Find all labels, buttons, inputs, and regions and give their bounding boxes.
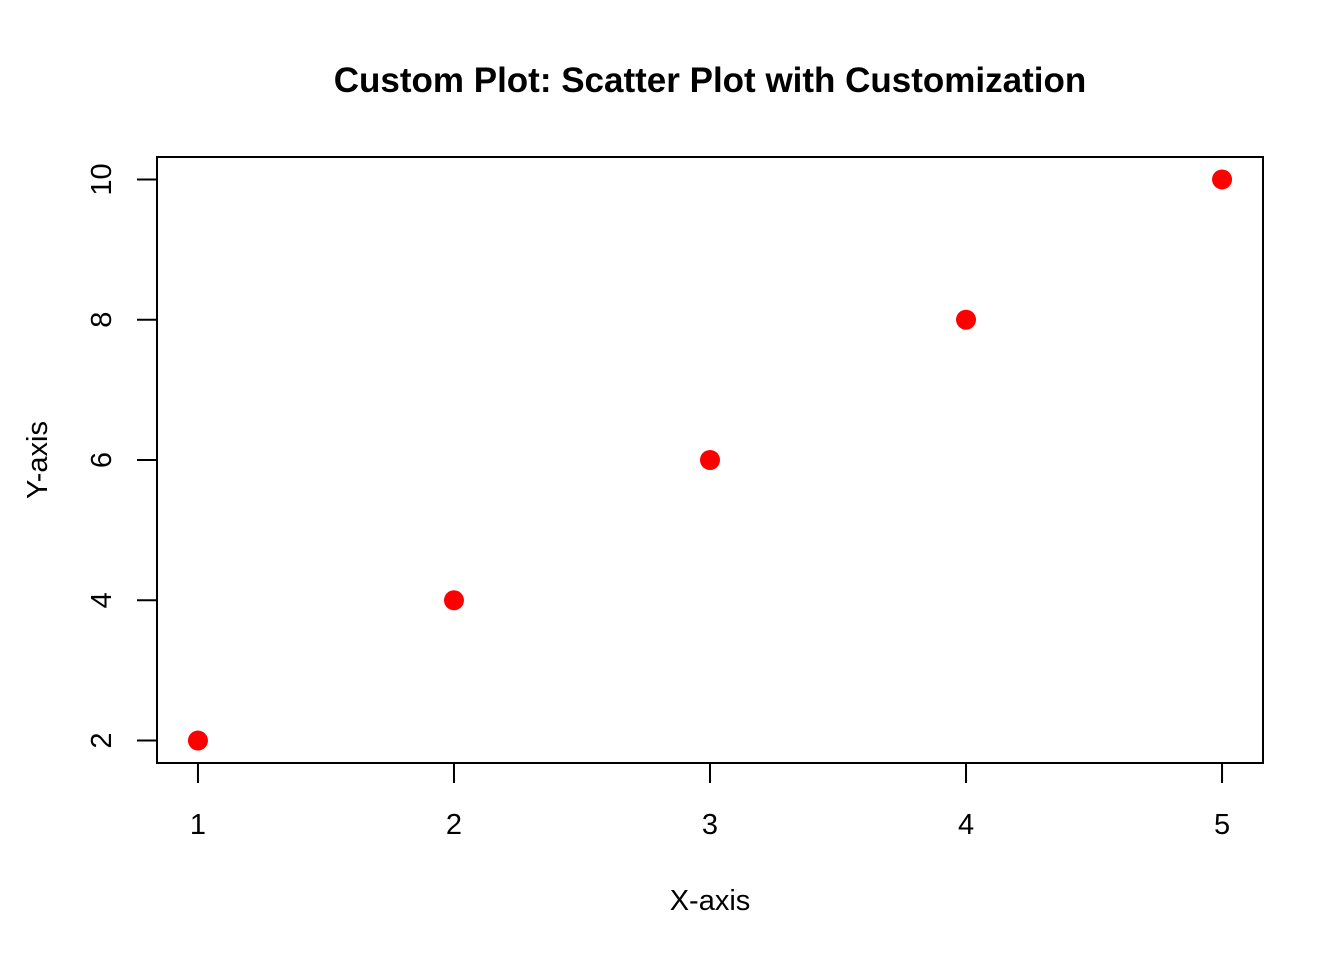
x-tick-label: 1	[190, 809, 206, 841]
x-tick-label: 4	[958, 809, 974, 841]
y-axis: 2 4 6 8 10	[86, 163, 157, 749]
y-tick-label: 10	[86, 163, 118, 195]
data-points	[187, 169, 1233, 751]
data-point	[187, 730, 208, 751]
y-tick-label: 8	[86, 312, 118, 328]
x-axis-label: X-axis	[670, 885, 751, 917]
data-point	[1212, 169, 1233, 190]
x-axis: 1 2 3 4 5	[190, 763, 1230, 841]
y-tick-label: 2	[86, 732, 118, 748]
data-point	[956, 309, 977, 330]
x-tick-label: 2	[446, 809, 462, 841]
y-tick-label: 6	[86, 452, 118, 468]
data-point	[443, 590, 464, 611]
data-point	[700, 450, 720, 470]
y-axis-label: Y-axis	[22, 421, 54, 499]
chart-title: Custom Plot: Scatter Plot with Customiza…	[334, 61, 1087, 100]
x-tick-label: 3	[702, 809, 718, 841]
x-tick-label: 5	[1214, 809, 1230, 841]
y-tick-label: 4	[86, 592, 118, 608]
